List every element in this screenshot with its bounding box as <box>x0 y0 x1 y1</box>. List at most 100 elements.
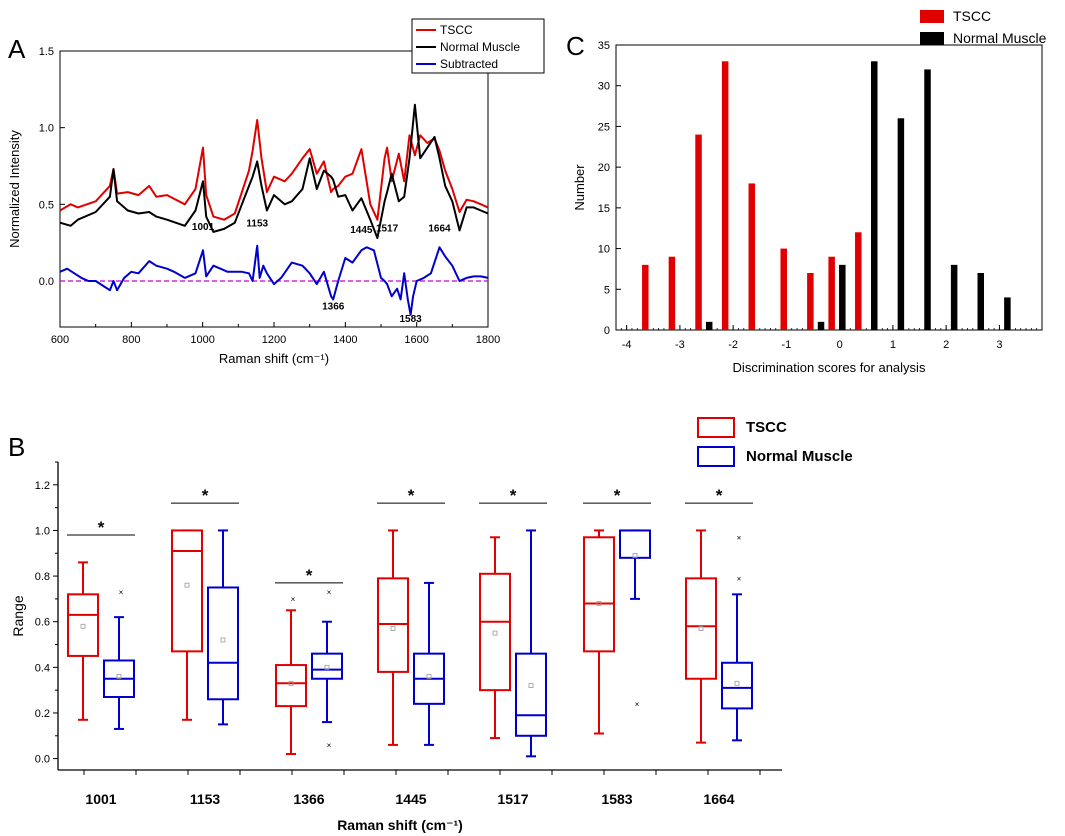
box-outlier-marker: × <box>737 574 742 583</box>
y-tick-label: 1.2 <box>35 480 50 492</box>
bar-tscc <box>807 273 814 330</box>
box-outlier-marker: × <box>291 595 296 604</box>
bar-normal-muscle <box>950 264 958 330</box>
y-tick-label: 1.0 <box>35 525 50 537</box>
legend-swatch <box>697 446 735 467</box>
bar-tscc <box>695 134 702 330</box>
y-tick-label: 10 <box>598 244 610 256</box>
x-tick-label: -3 <box>675 339 685 351</box>
box-mean-marker <box>596 601 602 606</box>
box-mean-marker <box>390 626 396 631</box>
x-tick-label: 0 <box>837 339 843 351</box>
x-category-label: 1366 <box>293 791 324 807</box>
box-mean-marker <box>220 637 226 643</box>
y-axis-label: Normalized Intensity <box>7 130 22 248</box>
panel-b-boxplot-chart: B 0.0 0.2 0.4 0.6 0.8 1.0 1.2 1001 1153 1366 1445 15… <box>8 417 853 833</box>
x-axis-label: Discrimination scores for analysis <box>733 360 926 375</box>
x-tick-label: -4 <box>622 339 632 351</box>
significance-star: * <box>98 518 105 537</box>
y-tick-label: 5 <box>604 284 610 296</box>
y-tick-label: 0.2 <box>35 708 50 720</box>
peak-annotation: 1664 <box>428 223 451 234</box>
x-tick-label: 1000 <box>190 334 214 346</box>
bar-tscc <box>668 256 676 330</box>
box-mean-marker <box>184 582 190 588</box>
x-tick-label: 2 <box>943 339 949 351</box>
x-tick-label: -2 <box>728 339 738 351</box>
x-tick-label: 600 <box>51 334 69 346</box>
bar-normal-muscle <box>924 69 931 330</box>
x-category-label: 1583 <box>601 791 632 807</box>
box-normal-muscle <box>207 586 239 701</box>
box-tscc <box>583 536 615 653</box>
x-category-label: 1001 <box>85 791 116 807</box>
box-tscc <box>377 577 409 673</box>
box-mean-marker <box>528 683 534 688</box>
x-tick-label: 1400 <box>333 334 357 346</box>
legend-label: TSCC <box>953 8 991 24</box>
bar-normal-muscle <box>705 321 713 330</box>
x-tick-label: -1 <box>782 339 792 351</box>
peak-annotation: 1445 <box>350 225 373 236</box>
significance-star: * <box>202 486 209 505</box>
bar-tscc <box>642 264 649 330</box>
x-tick-label: 1800 <box>476 334 500 346</box>
legend-label: TSCC <box>746 419 787 436</box>
y-tick-label: 15 <box>598 203 610 215</box>
y-tick-label: 0.0 <box>35 754 50 766</box>
panel-label-a: A <box>8 34 26 64</box>
bar-normal-muscle <box>1004 297 1011 330</box>
x-tick-label: 1600 <box>404 334 428 346</box>
panel-label-c: C <box>566 31 585 61</box>
bar-normal-muscle <box>839 264 846 330</box>
box-outlier-marker: × <box>737 533 742 542</box>
y-tick-label: 1.5 <box>39 46 54 58</box>
y-tick-label: 0.5 <box>39 199 54 211</box>
y-axis-label: Range <box>10 595 26 636</box>
series-line-subtracted <box>59 244 489 316</box>
box-outlier-marker: × <box>119 588 124 597</box>
series-line-normal-muscle <box>59 103 489 240</box>
box-mean-marker <box>492 630 498 636</box>
legend-label: Normal Muscle <box>440 40 520 54</box>
box-mean-marker <box>80 623 86 629</box>
y-tick-label: 0.4 <box>35 662 50 674</box>
bar-normal-muscle <box>977 273 985 330</box>
y-tick-label: 20 <box>598 162 610 174</box>
y-tick-label: 30 <box>598 81 610 93</box>
plot-frame <box>59 50 489 328</box>
significance-star: * <box>510 486 517 505</box>
box-normal-muscle <box>311 652 343 680</box>
bar-tscc <box>721 61 729 331</box>
legend-label: Normal Muscle <box>953 30 1047 46</box>
box-mean-marker <box>632 553 638 558</box>
box-outlier-marker: × <box>327 741 332 750</box>
y-tick-label: 0.0 <box>39 276 54 288</box>
y-axis-label: Number <box>572 164 587 211</box>
significance-star: * <box>716 486 723 505</box>
x-category-label: 1445 <box>395 791 426 807</box>
legend-label: Subtracted <box>440 57 498 71</box>
legend-swatch <box>920 32 944 45</box>
bar-tscc <box>780 248 787 330</box>
box-mean-marker <box>698 626 704 631</box>
x-axis-label: Raman shift (cm⁻¹) <box>219 351 329 366</box>
box-normal-muscle <box>515 652 547 737</box>
y-tick-label: 1.0 <box>39 123 54 135</box>
legend-label: Normal Muscle <box>746 448 853 465</box>
peak-annotation: 1153 <box>246 219 268 230</box>
panel-c-histogram-chart: C 0 5 10 15 20 25 30 35 -4 -3 -2 -1 0 1 2 3 Discriminatio… <box>566 8 1047 375</box>
y-tick-label: 0.6 <box>35 617 50 629</box>
bar-tscc <box>855 232 862 330</box>
box-tscc <box>685 577 717 680</box>
box-outlier-marker: × <box>635 700 640 709</box>
y-tick-label: 0.8 <box>35 571 50 583</box>
peak-annotation: 1517 <box>376 223 399 234</box>
box-mean-marker <box>116 674 122 679</box>
box-mean-marker <box>426 674 432 679</box>
y-tick-label: 0 <box>604 325 610 337</box>
x-category-label: 1153 <box>190 791 221 807</box>
x-category-label: 1517 <box>497 791 528 807</box>
box-mean-marker <box>288 680 294 686</box>
